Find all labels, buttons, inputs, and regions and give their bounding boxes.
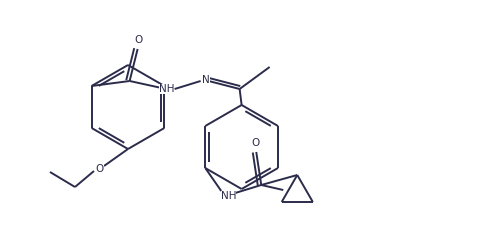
Text: NH: NH bbox=[159, 84, 175, 94]
Text: NH: NH bbox=[221, 191, 236, 201]
Text: O: O bbox=[96, 164, 104, 174]
Text: O: O bbox=[251, 138, 259, 148]
Text: O: O bbox=[134, 35, 143, 45]
Text: N: N bbox=[202, 75, 209, 85]
